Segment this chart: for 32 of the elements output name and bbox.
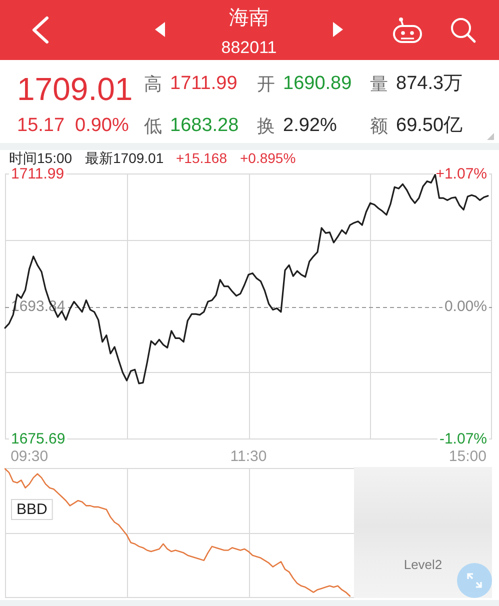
text: +15.168 [176,150,227,166]
text: 1711.99 [170,73,238,94]
text: 15.17 [17,115,65,136]
x-tick-label: 11:30 [230,448,267,466]
overlay-panel: Level2 [354,467,492,598]
text: 高 [144,74,162,94]
text: 开 [257,74,275,94]
y2-tick-label: 0.00% [444,298,487,316]
text: 69.50亿 [396,115,463,136]
y-tick-label: 1675.69 [11,430,66,448]
x-tick-label: 09:30 [10,448,48,466]
text: 量 [370,74,388,94]
annotation: Level2 [404,557,442,572]
text: BBD [16,501,48,518]
text: 1683.28 [170,115,239,136]
text: 时间15:00 [9,150,72,166]
y2-tick-label: +1.07% [436,166,487,183]
text: 882011 [221,38,277,57]
text: 换 [257,116,275,136]
text: 2.92% [283,115,337,136]
text: 874.3万 [396,73,463,94]
text: 0.90% [75,115,129,136]
text: 最新1709.01 [85,150,164,166]
text: 低 [144,116,162,136]
text: +0.895% [240,150,296,166]
text: 1690.89 [283,73,352,94]
text: 额 [370,116,388,136]
x-tick-label: 15:00 [448,448,486,466]
text: 1709.01 [17,71,133,107]
text: 海南 [229,7,269,29]
y2-tick-label: -1.07% [439,430,487,448]
y-tick-label: 1711.99 [11,166,64,183]
